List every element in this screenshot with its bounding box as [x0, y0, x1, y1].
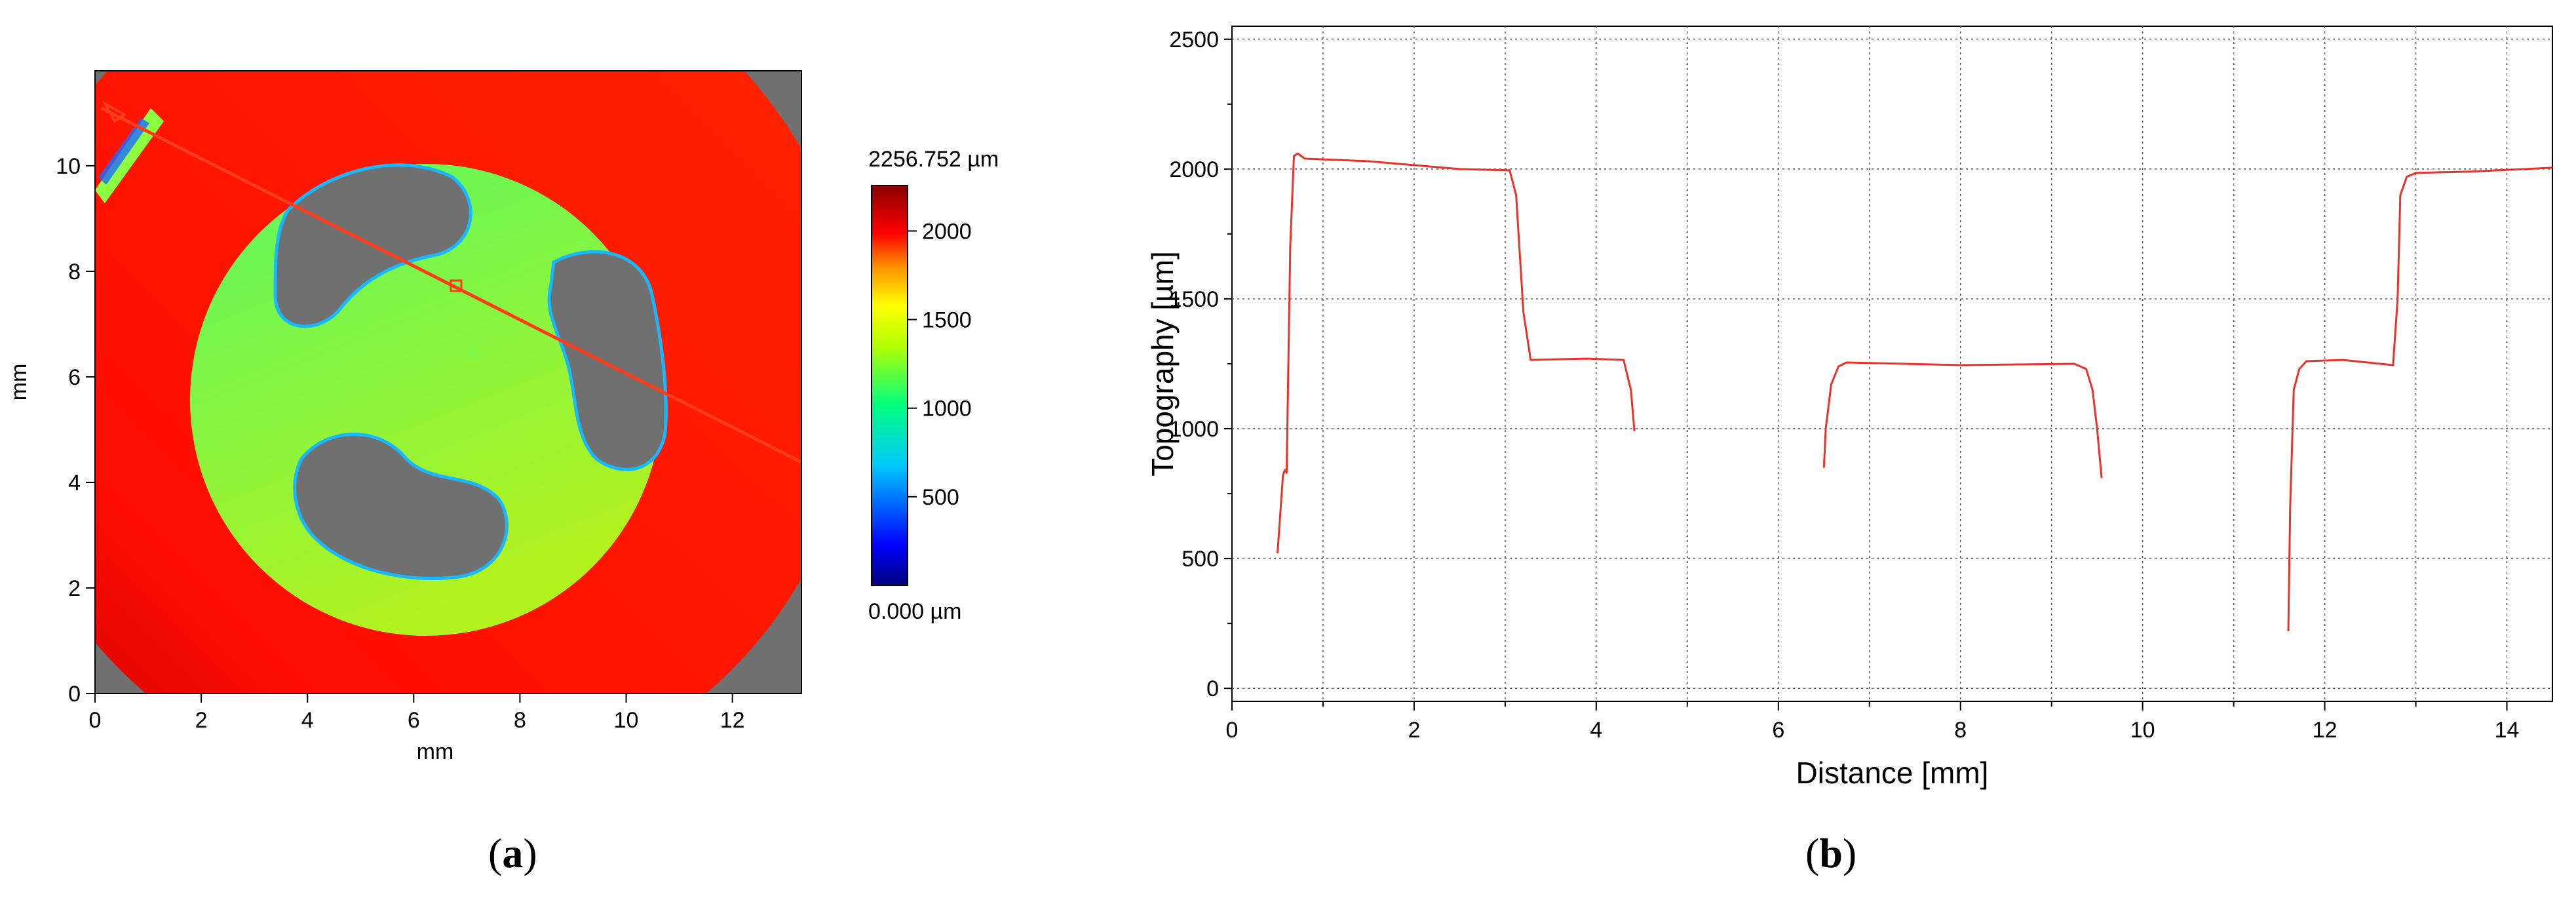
- corner-artifact-blue: [98, 118, 149, 185]
- colorbar-ticks: 500 1000 1500 2000: [908, 219, 972, 510]
- panel-label-a: (a): [488, 830, 537, 876]
- colorbar-min-label: 0.000 µm: [868, 599, 961, 624]
- panel-b-line-chart: 0 2 4 6 8 10 12 14 0 500 1000 1500 2000 2500 Distance …: [1145, 26, 2553, 790]
- colorbar: [871, 185, 908, 586]
- colorbar-tick-label-1: 1000: [922, 397, 972, 421]
- y-tick-label-b-4: 2000: [1169, 157, 1219, 182]
- x-tick-label-b-4: 8: [1954, 718, 1967, 743]
- y-tick-label-b-1: 500: [1182, 547, 1219, 572]
- x-tick-label-b-1: 2: [1408, 718, 1420, 743]
- x-axis-label-b: Distance [mm]: [1796, 756, 1989, 790]
- x-tick-label-a-5: 10: [614, 708, 639, 733]
- colorbar-tick-label-0: 500: [922, 485, 959, 510]
- x-tick-label-a-2: 4: [301, 708, 314, 733]
- x-tick-label-b-0: 0: [1226, 718, 1239, 743]
- y-tick-label-a-1: 2: [68, 576, 81, 601]
- y-tick-label-b-3: 1500: [1169, 287, 1219, 312]
- colorbar-tick-label-2: 1500: [922, 308, 972, 333]
- x-tick-label-a-4: 8: [514, 708, 526, 733]
- y-axis-label-a: mm: [7, 364, 31, 401]
- y-tick-label-a-4: 8: [68, 260, 81, 284]
- colorbar-tick-label-3: 2000: [922, 219, 972, 244]
- pocket-2: [547, 250, 668, 471]
- y-tick-label-a-5: 10: [56, 154, 81, 179]
- y-tick-label-a-2: 4: [68, 471, 81, 496]
- y-tick-label-b-5: 2500: [1169, 28, 1219, 52]
- topography-series-segment-1: [1277, 152, 1636, 554]
- panel-a-heatmap: 0 2 4 6 8 10 12 0 2 4 6 8 10 mm mm 500 1000 1500 2000 225…: [7, 70, 999, 764]
- x-tick-label-b-2: 4: [1590, 718, 1602, 743]
- x-tick-label-a-1: 2: [195, 708, 208, 733]
- x-tick-label-b-7: 14: [2495, 718, 2520, 743]
- y-tick-label-a-3: 6: [68, 365, 81, 390]
- panel-label-b: (b): [1805, 830, 1857, 876]
- axes-a: 0 2 4 6 8 10 12 0 2 4 6 8 10 mm mm: [7, 154, 745, 764]
- x-tick-label-a-3: 6: [408, 708, 420, 733]
- y-tick-label-b-0: 0: [1206, 676, 1219, 701]
- colorbar-max-label: 2256.752 µm: [868, 147, 999, 172]
- x-axis-label-a: mm: [417, 739, 454, 764]
- x-tick-label-a-6: 12: [720, 708, 745, 733]
- profile-midpoint-marker: [450, 279, 463, 292]
- topography-series-segment-3: [2287, 166, 2553, 632]
- x-tick-label-b-5: 10: [2130, 718, 2155, 743]
- topography-series-segment-2: [1822, 361, 2103, 478]
- topography-plot: 0 2 4 6 8 10 12 14 0 500 1000 1500 2000 2500 Distance …: [1145, 26, 2553, 790]
- x-tick-label-b-3: 6: [1772, 718, 1784, 743]
- x-tick-label-b-6: 12: [2313, 718, 2337, 743]
- y-tick-label-a-0: 0: [68, 682, 81, 707]
- disk-center-dot: [465, 346, 478, 359]
- pocket-3: [293, 433, 509, 580]
- y-axis-label-b: Topography [µm]: [1145, 251, 1180, 477]
- plot-frame-a: [94, 70, 802, 694]
- x-tick-label-a-0: 0: [89, 708, 102, 733]
- profile-start-marker: [101, 100, 127, 123]
- y-tick-label-b-2: 1000: [1169, 417, 1219, 442]
